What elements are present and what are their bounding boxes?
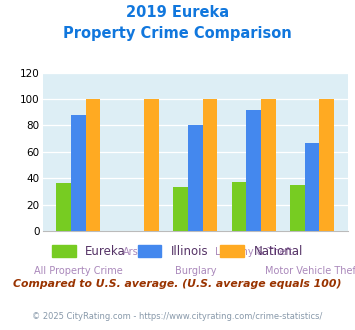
Bar <box>246 110 261 231</box>
Text: Larceny & Theft: Larceny & Theft <box>215 247 293 257</box>
Text: All Property Crime: All Property Crime <box>34 266 123 276</box>
Bar <box>320 99 334 231</box>
Bar <box>144 99 159 231</box>
Bar <box>232 182 246 231</box>
Bar <box>305 143 320 231</box>
Bar <box>86 99 100 231</box>
Bar <box>173 187 188 231</box>
Text: Motor Vehicle Theft: Motor Vehicle Theft <box>265 266 355 276</box>
Text: Arson: Arson <box>123 247 151 257</box>
Bar <box>203 99 217 231</box>
Text: Burglary: Burglary <box>175 266 216 276</box>
Text: 2019 Eureka: 2019 Eureka <box>126 5 229 20</box>
Text: Compared to U.S. average. (U.S. average equals 100): Compared to U.S. average. (U.S. average … <box>13 279 342 289</box>
Bar <box>290 185 305 231</box>
Bar <box>56 183 71 231</box>
Text: © 2025 CityRating.com - https://www.cityrating.com/crime-statistics/: © 2025 CityRating.com - https://www.city… <box>32 312 323 321</box>
Bar <box>71 115 86 231</box>
Text: Property Crime Comparison: Property Crime Comparison <box>63 26 292 41</box>
Legend: Eureka, Illinois, National: Eureka, Illinois, National <box>52 245 303 258</box>
Bar <box>188 125 203 231</box>
Bar <box>261 99 275 231</box>
